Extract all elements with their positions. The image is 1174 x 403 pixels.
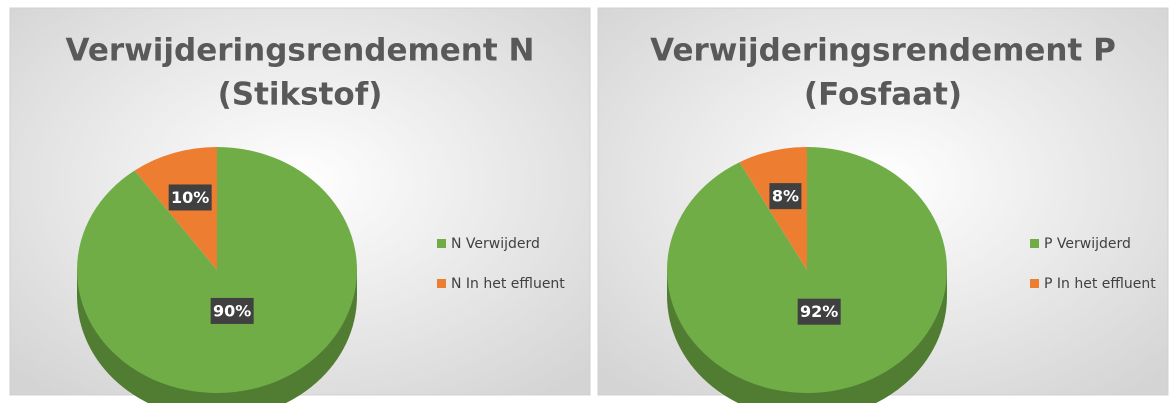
pie-slice: [667, 147, 948, 393]
legend-swatch: [437, 279, 446, 288]
legend-label: N In het effluent: [451, 276, 565, 292]
data-label-box: [210, 297, 254, 324]
legend-label: P Verwijderd: [1044, 236, 1131, 252]
data-label: 8%: [772, 187, 799, 206]
chart-title: Verwijderingsrendement N: [66, 33, 535, 69]
legend-label: P In het effluent: [1044, 276, 1156, 292]
legend-swatch: [437, 239, 446, 248]
legend-swatch: [1030, 239, 1039, 248]
chart-title: (Stikstof): [218, 77, 383, 113]
data-label-box: [797, 298, 841, 325]
pie-slice: [76, 147, 357, 393]
chart-title: Verwijderingsrendement P: [650, 33, 1116, 69]
legend-label: N Verwijderd: [451, 236, 540, 252]
data-label-box: [168, 184, 212, 211]
data-label-box: [769, 183, 802, 210]
data-label: 10%: [171, 188, 209, 207]
chart-title: (Fosfaat): [804, 77, 962, 113]
legend-swatch: [1030, 279, 1039, 288]
data-label: 90%: [213, 301, 251, 320]
data-label: 92%: [800, 302, 838, 321]
